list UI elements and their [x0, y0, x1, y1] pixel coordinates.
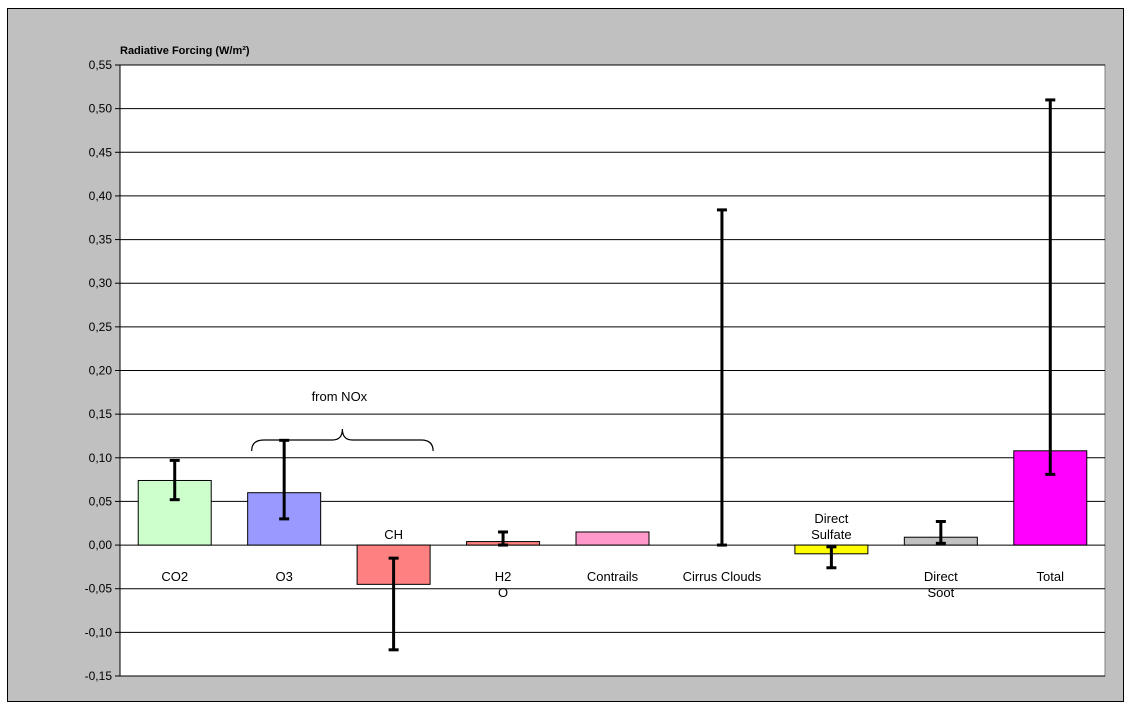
- y-tick-label: -0,15: [85, 669, 113, 683]
- category-label: O: [498, 585, 508, 600]
- brace: [251, 428, 434, 452]
- error-bar: [498, 530, 509, 547]
- y-tick-label: 0,45: [89, 145, 113, 159]
- category-label: Contrails: [587, 569, 639, 584]
- category-label: CO2: [161, 569, 188, 584]
- y-tick-label: 0,30: [89, 276, 113, 290]
- y-tick-label: 0,40: [89, 189, 113, 203]
- y-tick-label: -0,10: [85, 625, 113, 639]
- category-label: O3: [275, 569, 292, 584]
- category-label: Direct: [924, 569, 958, 584]
- y-tick-label: 0,35: [89, 233, 113, 247]
- error-bar: [716, 208, 727, 547]
- category-label: Soot: [927, 585, 954, 600]
- annotations: from NOx: [251, 389, 434, 452]
- annotation-label: from NOx: [312, 389, 368, 404]
- error-bar: [1045, 98, 1056, 476]
- error-bar: [169, 458, 180, 502]
- category-label: Direct: [814, 511, 848, 526]
- bar-total: [1013, 450, 1088, 546]
- category-label: Cirrus Clouds: [683, 569, 762, 584]
- category-label: Sulfate: [811, 527, 851, 542]
- category-label: CH: [384, 527, 403, 542]
- radiative-forcing-chart: Radiative Forcing (W/m²) -0,15 -0,10 -0,05…: [8, 9, 1123, 701]
- y-tick-label: 0,55: [89, 58, 113, 72]
- y-tick-label: -0,05: [85, 582, 113, 596]
- chart-title: Radiative Forcing (W/m²): [120, 45, 250, 57]
- y-tick-label: 0,00: [89, 538, 113, 552]
- category-label: H2: [495, 569, 512, 584]
- y-tick-label: 0,05: [89, 494, 113, 508]
- y-tick-label: 0,15: [89, 407, 113, 421]
- error-bars: [169, 98, 1056, 652]
- error-bar: [935, 520, 946, 545]
- error-bar: [388, 556, 399, 652]
- chart-frame: Radiative Forcing (W/m²) -0,15 -0,10 -0,05…: [7, 8, 1124, 702]
- category-label: Total: [1037, 569, 1065, 584]
- y-tick-label: 0,10: [89, 451, 113, 465]
- error-bar: [826, 545, 837, 570]
- y-axis-ticks: -0,15 -0,10 -0,05 0,00 0,05 0,10 0,15 0,20 0,25 0…: [85, 58, 121, 683]
- y-tick-label: 0,20: [89, 364, 113, 378]
- y-tick-label: 0,25: [89, 320, 113, 334]
- y-tick-label: 0,50: [89, 102, 113, 116]
- bar-contrails: [575, 531, 650, 546]
